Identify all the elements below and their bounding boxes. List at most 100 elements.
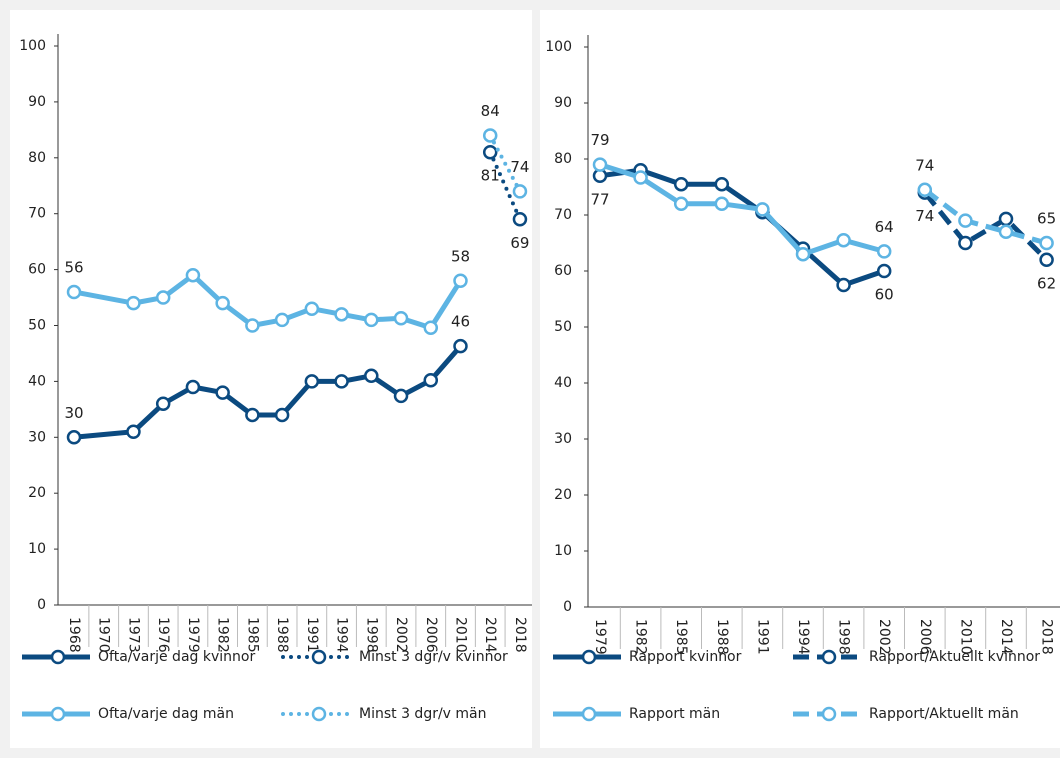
value-label: 79 bbox=[590, 131, 609, 149]
x-tick-label: 1994 bbox=[795, 619, 811, 655]
point bbox=[714, 176, 730, 192]
point bbox=[592, 157, 608, 172]
x-tick-label: 1988 bbox=[274, 617, 290, 653]
y-tick-label: 80 bbox=[554, 151, 572, 167]
x-tick-label: 2018 bbox=[512, 617, 528, 653]
x-tick-label: 1979 bbox=[592, 619, 608, 655]
y-tick-label: 70 bbox=[28, 206, 46, 222]
point bbox=[876, 263, 892, 279]
point bbox=[423, 320, 439, 335]
value-label: 77 bbox=[590, 190, 609, 208]
x-tick-label: 1973 bbox=[125, 617, 141, 653]
point bbox=[673, 196, 689, 212]
x-tick-label: 1988 bbox=[714, 619, 730, 655]
value-label: 62 bbox=[1037, 274, 1056, 292]
point bbox=[958, 235, 973, 251]
legend-marker bbox=[581, 706, 597, 722]
point bbox=[185, 379, 201, 395]
point bbox=[876, 244, 892, 259]
legend-marker bbox=[50, 706, 66, 722]
y-tick-label: 10 bbox=[28, 541, 46, 557]
point bbox=[334, 374, 349, 389]
x-tick-label: 1982 bbox=[633, 619, 649, 655]
y-tick-label: 80 bbox=[28, 150, 46, 166]
y-tick-label: 60 bbox=[554, 263, 572, 279]
value-label: 84 bbox=[481, 102, 500, 120]
value-label: 56 bbox=[64, 258, 83, 276]
value-label: 74 bbox=[915, 207, 934, 225]
point bbox=[185, 267, 201, 283]
y-tick-label: 20 bbox=[28, 485, 46, 501]
value-label: 74 bbox=[915, 156, 934, 174]
value-label: 64 bbox=[875, 218, 894, 236]
point bbox=[364, 368, 379, 384]
point bbox=[245, 407, 260, 423]
value-label: 81 bbox=[481, 167, 500, 185]
point bbox=[512, 212, 528, 227]
legend-label: Ofta/varje dag män bbox=[98, 706, 234, 722]
x-tick-label: 1985 bbox=[673, 619, 689, 655]
point bbox=[836, 232, 851, 248]
point bbox=[795, 246, 811, 262]
legend-marker bbox=[821, 706, 837, 722]
y-tick-label: 90 bbox=[28, 94, 46, 110]
point bbox=[917, 182, 933, 198]
x-tick-label: 2002 bbox=[393, 617, 409, 653]
x-tick-label: 1998 bbox=[363, 617, 379, 653]
point bbox=[755, 202, 770, 217]
x-tick-label: 2002 bbox=[876, 619, 892, 655]
series-line bbox=[488, 133, 522, 194]
y-tick-label: 50 bbox=[554, 319, 572, 335]
point bbox=[155, 396, 171, 412]
point bbox=[393, 388, 409, 404]
point bbox=[453, 273, 468, 289]
point bbox=[714, 196, 730, 212]
point bbox=[998, 211, 1014, 227]
x-tick-label: 1991 bbox=[754, 619, 770, 655]
series-line bbox=[922, 191, 1049, 262]
point bbox=[423, 373, 439, 388]
point bbox=[155, 290, 171, 305]
value-label: 69 bbox=[510, 234, 529, 252]
value-label: 58 bbox=[451, 247, 470, 265]
panel bbox=[10, 10, 532, 748]
y-tick-label: 100 bbox=[19, 38, 46, 54]
point bbox=[304, 301, 320, 316]
x-tick-label: 2010 bbox=[957, 619, 973, 655]
point bbox=[215, 295, 230, 311]
point bbox=[958, 213, 973, 228]
point bbox=[245, 318, 260, 333]
value-label: 65 bbox=[1037, 210, 1056, 228]
x-tick-label: 1994 bbox=[334, 617, 350, 653]
value-label: 30 bbox=[64, 404, 83, 422]
point bbox=[126, 424, 141, 439]
x-tick-label: 2014 bbox=[482, 617, 498, 653]
point bbox=[836, 277, 851, 293]
y-tick-label: 10 bbox=[554, 543, 572, 559]
y-tick-label: 40 bbox=[554, 375, 572, 391]
x-tick-label: 2006 bbox=[917, 619, 933, 655]
x-tick-label: 1991 bbox=[304, 617, 320, 653]
point bbox=[334, 307, 349, 322]
y-tick-label: 70 bbox=[554, 207, 572, 223]
x-tick-label: 2006 bbox=[423, 617, 439, 653]
point bbox=[66, 430, 82, 445]
x-tick-label: 1985 bbox=[244, 617, 260, 653]
panel bbox=[540, 10, 1060, 748]
x-tick-label: 2014 bbox=[998, 619, 1014, 655]
y-tick-label: 30 bbox=[28, 429, 46, 445]
point bbox=[482, 144, 498, 160]
legend-marker bbox=[581, 649, 597, 665]
x-tick-label: 1968 bbox=[66, 617, 82, 653]
point bbox=[274, 407, 290, 423]
legend-marker bbox=[311, 649, 327, 665]
x-tick-label: 1979 bbox=[185, 617, 201, 653]
legend-marker bbox=[821, 649, 837, 665]
value-label: 60 bbox=[875, 286, 894, 304]
y-tick-label: 60 bbox=[28, 262, 46, 278]
point bbox=[512, 184, 528, 199]
legend-label: Rapport kvinnor bbox=[629, 649, 742, 665]
point bbox=[482, 128, 498, 143]
